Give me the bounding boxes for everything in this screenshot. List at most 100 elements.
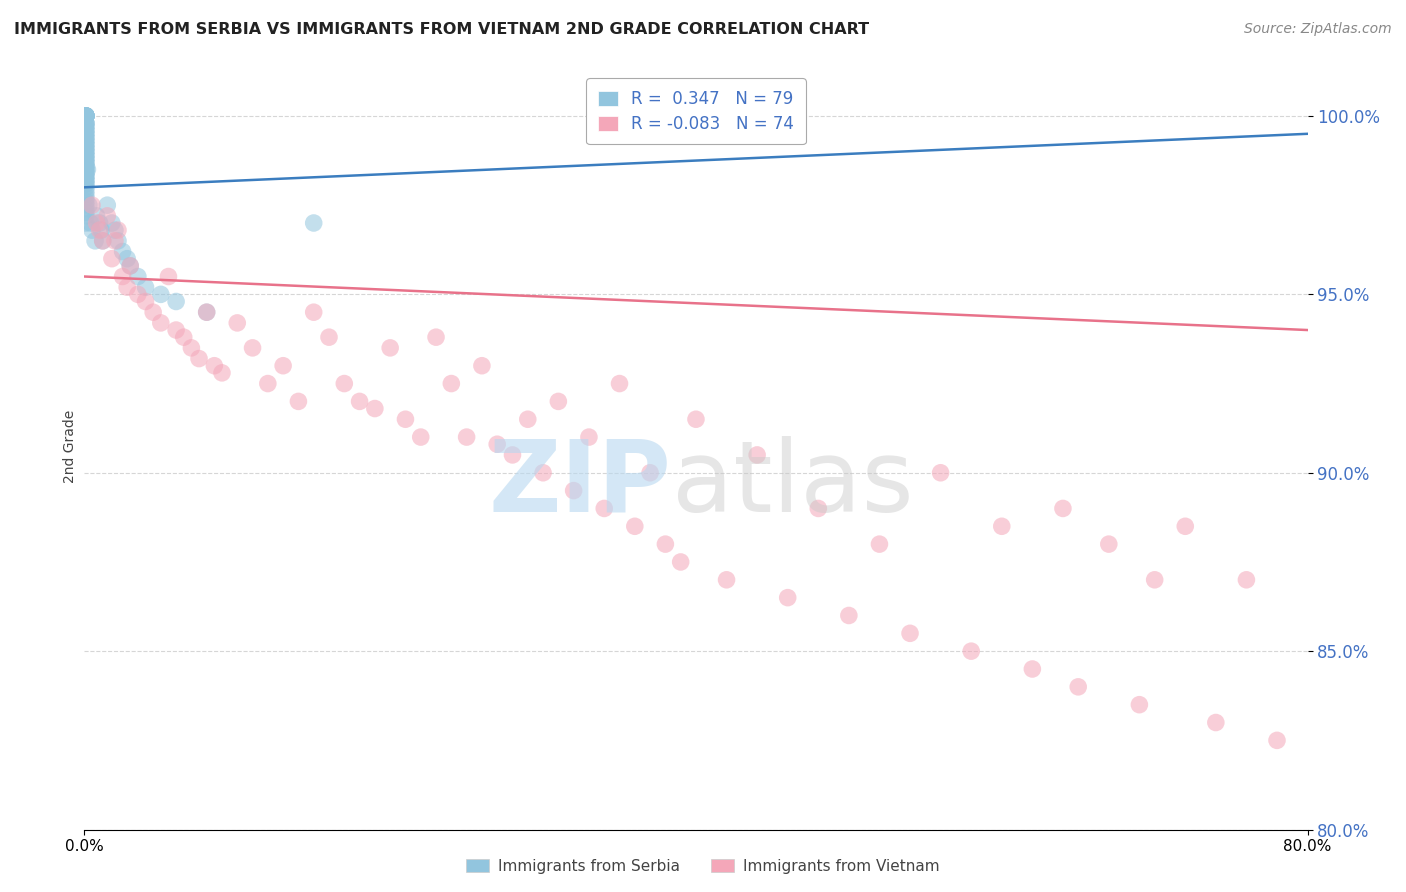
Point <box>180 341 202 355</box>
Point <box>654 537 676 551</box>
Point <box>75 194 97 209</box>
Point <box>75 127 97 141</box>
Point <box>440 376 463 391</box>
Point <box>75 123 97 137</box>
Point <box>202 359 225 373</box>
Point <box>75 177 97 191</box>
Legend: R =  0.347   N = 79, R = -0.083   N = 74: R = 0.347 N = 79, R = -0.083 N = 74 <box>586 78 806 145</box>
Point <box>86 209 108 223</box>
Point <box>75 109 97 123</box>
Point <box>107 234 129 248</box>
Point <box>75 109 97 123</box>
Point <box>75 120 97 134</box>
Point <box>609 376 631 391</box>
Point <box>75 155 97 169</box>
Point <box>287 394 309 409</box>
Point <box>638 466 661 480</box>
Point <box>75 109 97 123</box>
Point <box>516 412 538 426</box>
Point <box>1128 698 1150 712</box>
Point <box>75 177 97 191</box>
Point <box>75 155 97 169</box>
Point <box>195 305 218 319</box>
Point <box>257 376 280 391</box>
Point <box>547 394 569 409</box>
Point <box>75 216 97 230</box>
Point <box>104 223 127 237</box>
Point <box>111 269 134 284</box>
Text: IMMIGRANTS FROM SERBIA VS IMMIGRANTS FROM VIETNAM 2ND GRADE CORRELATION CHART: IMMIGRANTS FROM SERBIA VS IMMIGRANTS FRO… <box>14 22 869 37</box>
Point <box>242 341 264 355</box>
Point <box>91 234 114 248</box>
Point <box>77 198 100 212</box>
Point <box>75 120 97 134</box>
Point <box>75 205 97 219</box>
Point <box>75 169 97 184</box>
Point <box>669 555 692 569</box>
Point <box>75 173 97 187</box>
Point <box>80 223 103 237</box>
Point <box>486 437 509 451</box>
Point <box>1098 537 1121 551</box>
Point <box>157 269 180 284</box>
Point <box>75 109 97 123</box>
Point <box>75 137 97 152</box>
Point <box>75 191 97 205</box>
Point <box>75 116 97 130</box>
Point <box>838 608 860 623</box>
Point <box>75 116 97 130</box>
Point <box>1236 573 1258 587</box>
Point <box>75 159 97 173</box>
Point <box>456 430 478 444</box>
Point <box>75 116 97 130</box>
Point <box>127 269 149 284</box>
Point <box>716 573 738 587</box>
Point <box>531 466 554 480</box>
Point <box>107 223 129 237</box>
Point <box>75 173 97 187</box>
Point <box>149 316 172 330</box>
Point <box>80 198 103 212</box>
Point <box>127 287 149 301</box>
Point <box>135 294 157 309</box>
Point <box>165 294 187 309</box>
Point <box>89 223 111 237</box>
Y-axis label: 2nd Grade: 2nd Grade <box>63 409 77 483</box>
Point <box>86 216 108 230</box>
Point <box>75 180 97 194</box>
Point <box>75 169 97 184</box>
Point <box>226 316 249 330</box>
Point <box>75 209 97 223</box>
Point <box>96 198 118 212</box>
Point <box>75 123 97 137</box>
Point <box>120 259 142 273</box>
Point <box>425 330 447 344</box>
Point <box>75 166 97 180</box>
Point <box>380 341 402 355</box>
Point <box>75 162 97 177</box>
Point <box>111 244 134 259</box>
Point <box>929 466 952 480</box>
Point <box>115 252 138 266</box>
Legend: Immigrants from Serbia, Immigrants from Vietnam: Immigrants from Serbia, Immigrants from … <box>460 853 946 880</box>
Point <box>409 430 432 444</box>
Point <box>747 448 769 462</box>
Point <box>135 280 157 294</box>
Point <box>188 351 211 366</box>
Point <box>75 187 97 202</box>
Point <box>869 537 891 551</box>
Text: Source: ZipAtlas.com: Source: ZipAtlas.com <box>1244 22 1392 37</box>
Point <box>75 109 97 123</box>
Point <box>776 591 799 605</box>
Point <box>75 109 97 123</box>
Point <box>75 198 97 212</box>
Point <box>1265 733 1288 747</box>
Point <box>75 141 97 155</box>
Point <box>75 202 97 216</box>
Point <box>84 234 107 248</box>
Point <box>120 259 142 273</box>
Point <box>75 145 97 159</box>
Point <box>165 323 187 337</box>
Point <box>149 287 172 301</box>
Point <box>79 216 101 230</box>
